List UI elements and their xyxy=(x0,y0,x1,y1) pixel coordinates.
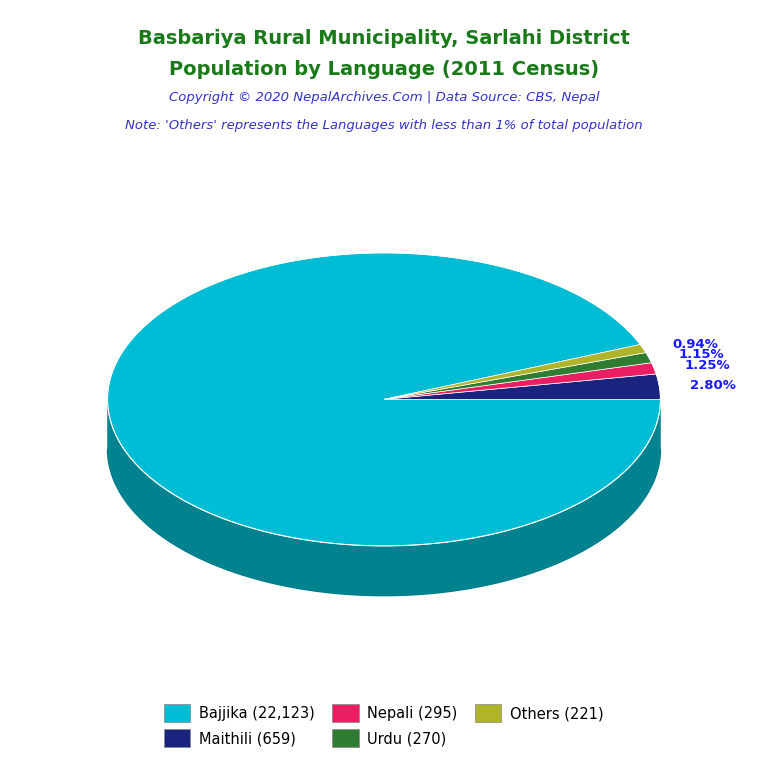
Text: Note: 'Others' represents the Languages with less than 1% of total population: Note: 'Others' represents the Languages … xyxy=(125,119,643,132)
Polygon shape xyxy=(108,253,660,546)
Legend: Bajjika (22,123), Maithili (659), Nepali (295), Urdu (270), Others (221): Bajjika (22,123), Maithili (659), Nepali… xyxy=(158,698,610,753)
Polygon shape xyxy=(108,449,660,596)
Polygon shape xyxy=(384,374,660,399)
Text: Population by Language (2011 Census): Population by Language (2011 Census) xyxy=(169,60,599,79)
Text: Basbariya Rural Municipality, Sarlahi District: Basbariya Rural Municipality, Sarlahi Di… xyxy=(138,29,630,48)
Text: Copyright © 2020 NepalArchives.Com | Data Source: CBS, Nepal: Copyright © 2020 NepalArchives.Com | Dat… xyxy=(169,91,599,104)
Polygon shape xyxy=(384,353,652,399)
Text: 0.94%: 0.94% xyxy=(672,338,718,351)
Polygon shape xyxy=(108,399,660,596)
Polygon shape xyxy=(384,362,657,399)
Text: 2.80%: 2.80% xyxy=(690,379,736,392)
Text: 1.15%: 1.15% xyxy=(678,348,724,361)
Polygon shape xyxy=(384,345,646,399)
Text: 1.25%: 1.25% xyxy=(684,359,730,372)
Polygon shape xyxy=(108,399,660,596)
